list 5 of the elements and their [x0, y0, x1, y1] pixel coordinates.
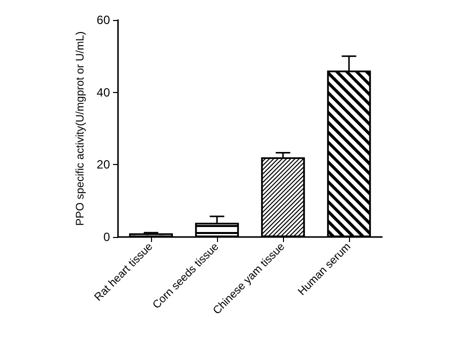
y-tick-label: 60 [96, 13, 110, 27]
y-tick-label: 20 [96, 158, 110, 172]
y-axis-title: PPO specific activity(U/mgprot or U/mL) [74, 31, 86, 226]
y-tick-label: 0 [103, 230, 110, 244]
y-tick-label: 40 [96, 85, 110, 100]
